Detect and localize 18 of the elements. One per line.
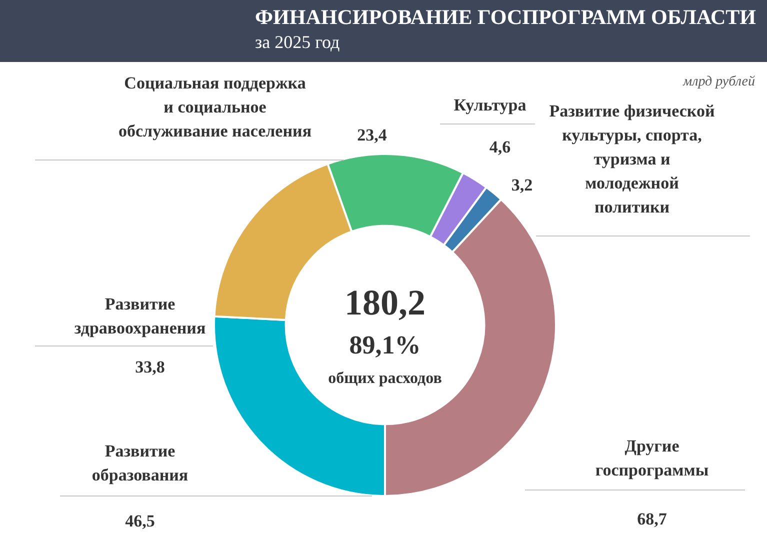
text: общих расходов	[328, 370, 442, 388]
slice-label: Культура	[454, 95, 527, 114]
data-label: 46,5	[125, 511, 155, 530]
text: 180,2	[344, 282, 426, 322]
data-label: 23,4	[357, 125, 388, 144]
slice-label: Развитие здравоохранения	[74, 294, 206, 338]
chart-title: ФИНАНСИРОВАНИЕ ГОСПРОГРАММ ОБЛАСТИ	[255, 4, 758, 30]
chart-subtitle: за 2025 год	[255, 32, 341, 53]
slice-label: Социальная поддержка и социальное обслуживание населения	[118, 73, 312, 140]
data-label: 33,8	[135, 357, 165, 376]
data-label: 3,2	[511, 175, 533, 194]
data-label: 68,7	[637, 509, 668, 528]
slice-label: Развитие физической культуры, спорта, туризма и молодежной политики	[549, 101, 715, 216]
slice-label: Развитие образования	[92, 441, 188, 484]
data-label: 4,6	[489, 137, 511, 156]
text: 89,1%	[349, 330, 421, 360]
text: млрд рублей	[682, 74, 755, 90]
slice-label: Другие госпрограммы	[595, 436, 709, 480]
